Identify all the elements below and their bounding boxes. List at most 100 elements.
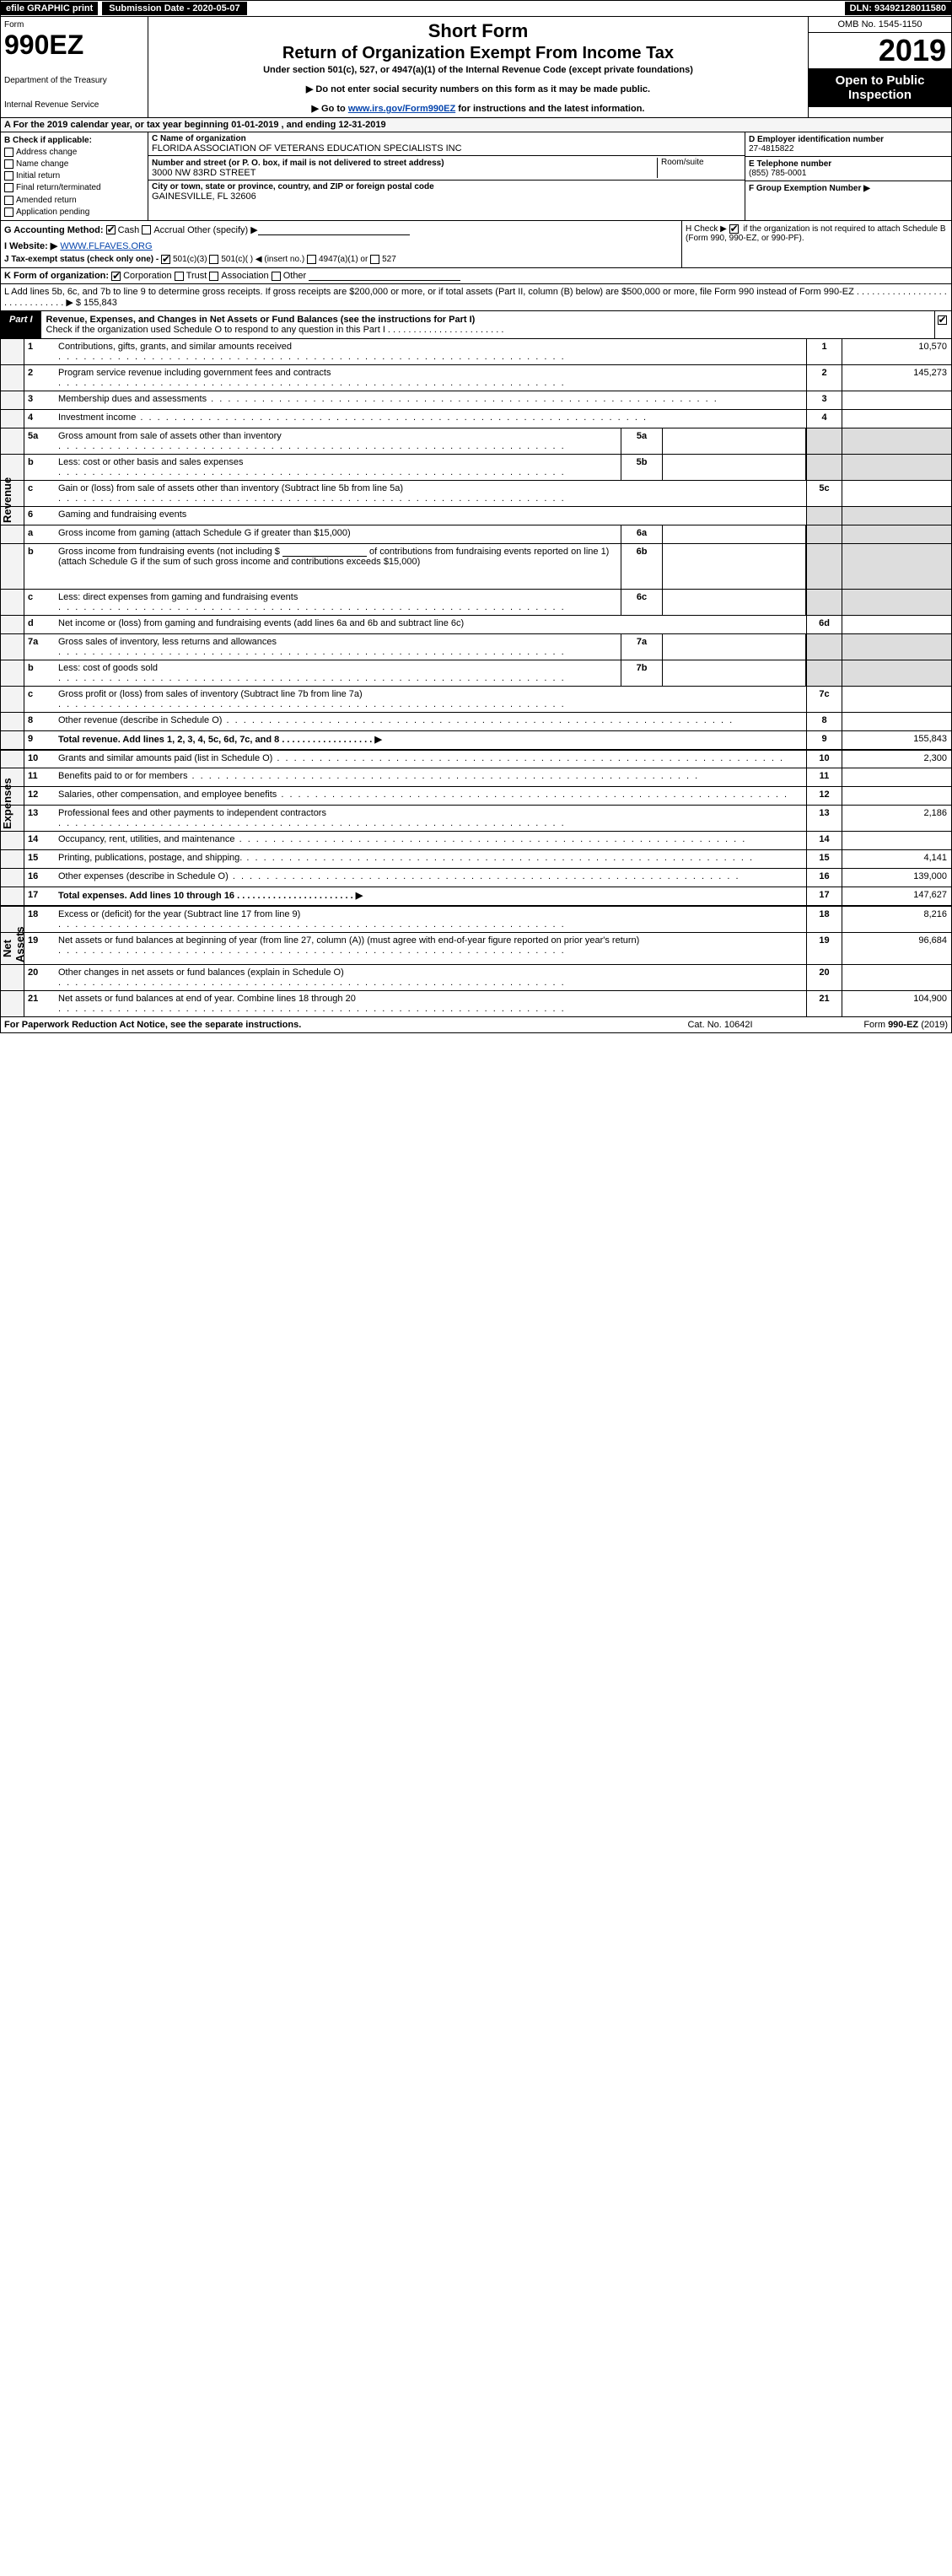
val-6a bbox=[663, 525, 806, 543]
row-j-tax-exempt: J Tax-exempt status (check only one) - 5… bbox=[4, 255, 678, 264]
cb-corporation[interactable] bbox=[111, 272, 121, 281]
room-suite-label: Room/suite bbox=[657, 158, 741, 178]
cb-527[interactable] bbox=[370, 255, 379, 264]
line-7b: b Less: cost of goods sold 7b bbox=[1, 660, 951, 686]
form-number: 990EZ bbox=[4, 30, 144, 61]
city-state-zip: GAINESVILLE, FL 32606 bbox=[152, 191, 741, 202]
line-17: 17 Total expenses. Add lines 10 through … bbox=[1, 887, 951, 905]
line-13: Expenses 13 Professional fees and other … bbox=[1, 805, 951, 831]
dln-number: DLN: 93492128011580 bbox=[845, 2, 951, 15]
amt-20 bbox=[842, 965, 951, 990]
revenue-label: Revenue bbox=[1, 507, 13, 525]
cb-schedule-b[interactable] bbox=[729, 224, 739, 234]
cb-association[interactable] bbox=[209, 272, 218, 281]
website-label: I Website: ▶ bbox=[4, 241, 57, 251]
amt-6d bbox=[842, 616, 951, 633]
cb-4947[interactable] bbox=[307, 255, 316, 264]
page-footer: For Paperwork Reduction Act Notice, see … bbox=[0, 1017, 952, 1033]
box-b-header: B Check if applicable: bbox=[4, 136, 144, 145]
revenue-sidebar bbox=[1, 339, 24, 364]
line-9: 9 Total revenue. Add lines 1, 2, 3, 4, 5… bbox=[1, 730, 951, 749]
street-address: 3000 NW 83RD STREET bbox=[152, 168, 255, 178]
website-link[interactable]: WWW.FLFAVES.ORG bbox=[60, 241, 152, 251]
part-i-sub: Check if the organization used Schedule … bbox=[46, 325, 504, 335]
form-subtitle: Under section 501(c), 527, or 4947(a)(1)… bbox=[155, 65, 801, 75]
line-12: 12 Salaries, other compensation, and emp… bbox=[1, 786, 951, 805]
dept-treasury: Department of the Treasury bbox=[4, 76, 144, 85]
amt-2: 145,273 bbox=[842, 365, 951, 391]
ein-label: D Employer identification number bbox=[749, 135, 884, 144]
line-15: 15 Printing, publications, postage, and … bbox=[1, 849, 951, 868]
row-gh: G Accounting Method: Cash Accrual Other … bbox=[0, 221, 952, 268]
line-6d: d Net income or (loss) from gaming and f… bbox=[1, 615, 951, 633]
amt-14 bbox=[842, 832, 951, 849]
entity-info-block: B Check if applicable: Address change Na… bbox=[0, 132, 952, 221]
cb-501c3[interactable] bbox=[161, 255, 170, 264]
line-11: 11 Benefits paid to or for members 11 bbox=[1, 768, 951, 786]
expenses-label: Expenses bbox=[1, 806, 13, 831]
form-title-short: Short Form bbox=[155, 20, 801, 42]
org-other-input[interactable] bbox=[309, 271, 460, 281]
instructions-link-row: ▶ Go to www.irs.gov/Form990EZ for instru… bbox=[155, 103, 801, 114]
submission-date: Submission Date - 2020-05-07 bbox=[101, 1, 247, 16]
amt-5c bbox=[842, 481, 951, 506]
cb-accrual[interactable] bbox=[142, 225, 151, 234]
accounting-other-input[interactable] bbox=[258, 225, 410, 235]
row-g-accounting: G Accounting Method: Cash Accrual Other … bbox=[1, 221, 681, 267]
line-10: 10 Grants and similar amounts paid (list… bbox=[1, 749, 951, 768]
form-ref: Form 990-EZ (2019) bbox=[796, 1020, 948, 1030]
cb-amended-return[interactable]: Amended return bbox=[4, 196, 144, 205]
cb-final-return[interactable]: Final return/terminated bbox=[4, 183, 144, 192]
cb-name-change[interactable]: Name change bbox=[4, 159, 144, 169]
box-b-checkboxes: B Check if applicable: Address change Na… bbox=[1, 132, 148, 220]
instr-pre: ▶ Go to bbox=[312, 104, 348, 114]
instructions-link[interactable]: www.irs.gov/Form990EZ bbox=[348, 104, 455, 114]
org-form-label: K Form of organization: bbox=[4, 271, 109, 281]
catalog-number: Cat. No. 10642I bbox=[644, 1020, 796, 1030]
line-6c: c Less: direct expenses from gaming and … bbox=[1, 589, 951, 615]
cb-trust[interactable] bbox=[175, 272, 184, 281]
cb-cash[interactable] bbox=[106, 225, 116, 234]
ssn-warning: ▶ Do not enter social security numbers o… bbox=[155, 84, 801, 94]
cb-initial-return[interactable]: Initial return bbox=[4, 171, 144, 181]
box-def: D Employer identification number 27-4815… bbox=[745, 132, 951, 220]
org-name-label: C Name of organization bbox=[152, 134, 741, 143]
line-2: 2 Program service revenue including gove… bbox=[1, 364, 951, 391]
city-label: City or town, state or province, country… bbox=[152, 182, 741, 191]
line-4: 4 Investment income 4 bbox=[1, 409, 951, 428]
row-k-org-form: K Form of organization: Corporation Trus… bbox=[0, 268, 952, 284]
line-5c: c Gain or (loss) from sale of assets oth… bbox=[1, 480, 951, 506]
line-14: 14 Occupancy, rent, utilities, and maint… bbox=[1, 831, 951, 849]
line-7c: c Gross profit or (loss) from sales of i… bbox=[1, 686, 951, 712]
cb-application-pending[interactable]: Application pending bbox=[4, 207, 144, 217]
val-5b bbox=[663, 455, 806, 480]
part-i-schedule-o-check[interactable] bbox=[934, 311, 951, 338]
part-i-tag: Part I bbox=[1, 311, 41, 338]
row-h-schedule-b: H Check ▶ if the organization is not req… bbox=[681, 221, 951, 267]
val-7a bbox=[663, 634, 806, 660]
form-title-block: Short Form Return of Organization Exempt… bbox=[148, 17, 808, 117]
line-6a: a Gross income from gaming (attach Sched… bbox=[1, 525, 951, 543]
form-label: Form bbox=[4, 20, 144, 30]
6b-contrib-input[interactable] bbox=[282, 547, 367, 557]
form-id-block: Form 990EZ Department of the Treasury In… bbox=[1, 17, 148, 117]
top-bar: efile GRAPHIC print Submission Date - 20… bbox=[0, 0, 952, 17]
form-header: Form 990EZ Department of the Treasury In… bbox=[0, 17, 952, 118]
amt-8 bbox=[842, 713, 951, 730]
val-6b bbox=[663, 544, 806, 589]
cb-other-org[interactable] bbox=[272, 272, 281, 281]
dept-irs: Internal Revenue Service bbox=[4, 100, 144, 110]
ein-value: 27-4815822 bbox=[749, 144, 793, 154]
cb-address-change[interactable]: Address change bbox=[4, 148, 144, 157]
efile-print-label[interactable]: efile GRAPHIC print bbox=[1, 2, 98, 15]
amt-17: 147,627 bbox=[842, 887, 951, 905]
amt-7c bbox=[842, 687, 951, 712]
val-6c bbox=[663, 590, 806, 615]
amt-19: 96,684 bbox=[842, 933, 951, 964]
cb-501c[interactable] bbox=[209, 255, 218, 264]
part-i-title: Revenue, Expenses, and Changes in Net As… bbox=[41, 311, 934, 338]
telephone-value: (855) 785-0001 bbox=[749, 169, 806, 178]
group-exemption-label: F Group Exemption Number ▶ bbox=[749, 184, 870, 193]
org-name: FLORIDA ASSOCIATION OF VETERANS EDUCATIO… bbox=[152, 143, 741, 154]
street-label: Number and street (or P. O. box, if mail… bbox=[152, 159, 444, 168]
